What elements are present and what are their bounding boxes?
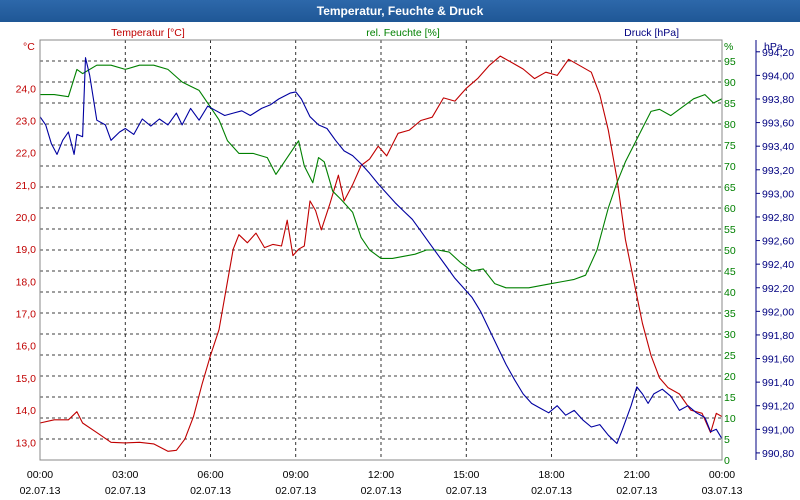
x-tick-time: 00:00 [709, 469, 735, 481]
humidity-tick: 30 [724, 329, 736, 341]
series-layer [39, 55, 723, 452]
pressure-tick: 991,60 [762, 354, 794, 366]
axis-titles: Temperatur [°C] rel. Feuchte [%] Druck [… [23, 27, 783, 53]
humidity-tick: 85 [724, 98, 736, 110]
pressure-tick: 993,60 [762, 118, 794, 130]
x-tick-time: 00:00 [27, 469, 53, 481]
pressure-tick: 991,80 [762, 330, 794, 342]
temperature-tick: 14,0 [16, 405, 37, 417]
pressure-tick: 992,40 [762, 259, 794, 271]
title-bar: Temperatur, Feuchte & Druck [0, 0, 800, 22]
humidity-axis-label: rel. Feuchte [%] [366, 27, 440, 39]
temperature-tick: 18,0 [16, 276, 37, 288]
x-tick-time: 09:00 [283, 469, 309, 481]
axes [39, 39, 760, 461]
x-tick-time: 15:00 [453, 469, 479, 481]
x-tick-time: 03:00 [112, 469, 138, 481]
temperature-tick: 19,0 [16, 244, 37, 256]
temperature-axis-label: Temperatur [°C] [111, 27, 185, 39]
x-tick-date: 02.07.13 [361, 485, 402, 497]
temperature-unit: °C [23, 41, 35, 53]
x-tick-date: 02.07.13 [531, 485, 572, 497]
humidity-tick: 65 [724, 182, 736, 194]
humidity-tick: 40 [724, 287, 736, 299]
temperature-tick: 15,0 [16, 373, 37, 385]
temperature-line [39, 55, 723, 452]
pressure-tick: 992,60 [762, 236, 794, 248]
humidity-tick: 55 [724, 224, 736, 236]
pressure-tick: 992,20 [762, 283, 794, 295]
pressure-tick: 992,80 [762, 212, 794, 224]
pressure-tick: 992,00 [762, 306, 794, 318]
humidity-tick: 0 [724, 455, 730, 467]
plot-frame [39, 39, 723, 461]
temperature-tick: 16,0 [16, 341, 37, 353]
humidity-line [40, 64, 723, 289]
humidity-tick: 45 [724, 266, 736, 278]
humidity-tick: 35 [724, 308, 736, 320]
chart: 00:00 02.07.13 03:00 02.07.13 06:00 02.07.13 0… [16, 27, 795, 497]
x-tick-date: 03.07.13 [702, 485, 743, 497]
pressure-tick: 993,40 [762, 141, 794, 153]
pressure-line [39, 57, 723, 445]
pressure-tick: 993,00 [762, 188, 794, 200]
window-title: Temperatur, Feuchte & Druck [316, 4, 484, 18]
pressure-tick: 993,20 [762, 165, 794, 177]
humidity-tick: 60 [724, 203, 736, 215]
x-tick-date: 02.07.13 [275, 485, 316, 497]
temperature-tick: 23,0 [16, 115, 37, 127]
pressure-unit: hPa [764, 41, 783, 53]
pressure-tick: 994,20 [762, 47, 794, 59]
x-tick-date: 02.07.13 [20, 485, 61, 497]
temperature-tick: 20,0 [16, 212, 37, 224]
pressure-tick: 991,20 [762, 401, 794, 413]
x-tick-date: 02.07.13 [105, 485, 146, 497]
temperature-tick: 17,0 [16, 309, 37, 321]
x-tick-time: 21:00 [624, 469, 650, 481]
x-tick-time: 18:00 [538, 469, 564, 481]
humidity-tick: 75 [724, 140, 736, 152]
pressure-tick: 993,80 [762, 94, 794, 106]
x-tick-date: 02.07.13 [190, 485, 231, 497]
pressure-tick: 990,80 [762, 448, 794, 460]
pressure-tick: 991,40 [762, 377, 794, 389]
temperature-tick: 21,0 [16, 180, 37, 192]
grid [40, 40, 722, 460]
temperature-tick: 24,0 [16, 83, 37, 95]
pressure-axis-label: Druck [hPa] [624, 27, 679, 39]
x-tick-time: 06:00 [197, 469, 223, 481]
humidity-tick: 80 [724, 119, 736, 131]
temperature-tick: 13,0 [16, 437, 37, 449]
humidity-tick: 15 [724, 392, 736, 404]
humidity-tick: 25 [724, 350, 736, 362]
humidity-tick: 70 [724, 161, 736, 173]
x-tick-date: 02.07.13 [446, 485, 487, 497]
tick-labels: 00:00 02.07.13 03:00 02.07.13 06:00 02.07.13 0… [16, 47, 795, 497]
pressure-tick: 991,00 [762, 424, 794, 436]
humidity-tick: 95 [724, 56, 736, 68]
humidity-tick: 5 [724, 434, 730, 446]
humidity-tick: 50 [724, 245, 736, 257]
temperature-tick: 22,0 [16, 148, 37, 160]
x-tick-date: 02.07.13 [616, 485, 657, 497]
x-tick-time: 12:00 [368, 469, 394, 481]
humidity-tick: 10 [724, 413, 736, 425]
humidity-tick: 20 [724, 371, 736, 383]
humidity-unit: % [724, 41, 733, 53]
humidity-tick: 90 [724, 77, 736, 89]
pressure-tick: 994,00 [762, 70, 794, 82]
